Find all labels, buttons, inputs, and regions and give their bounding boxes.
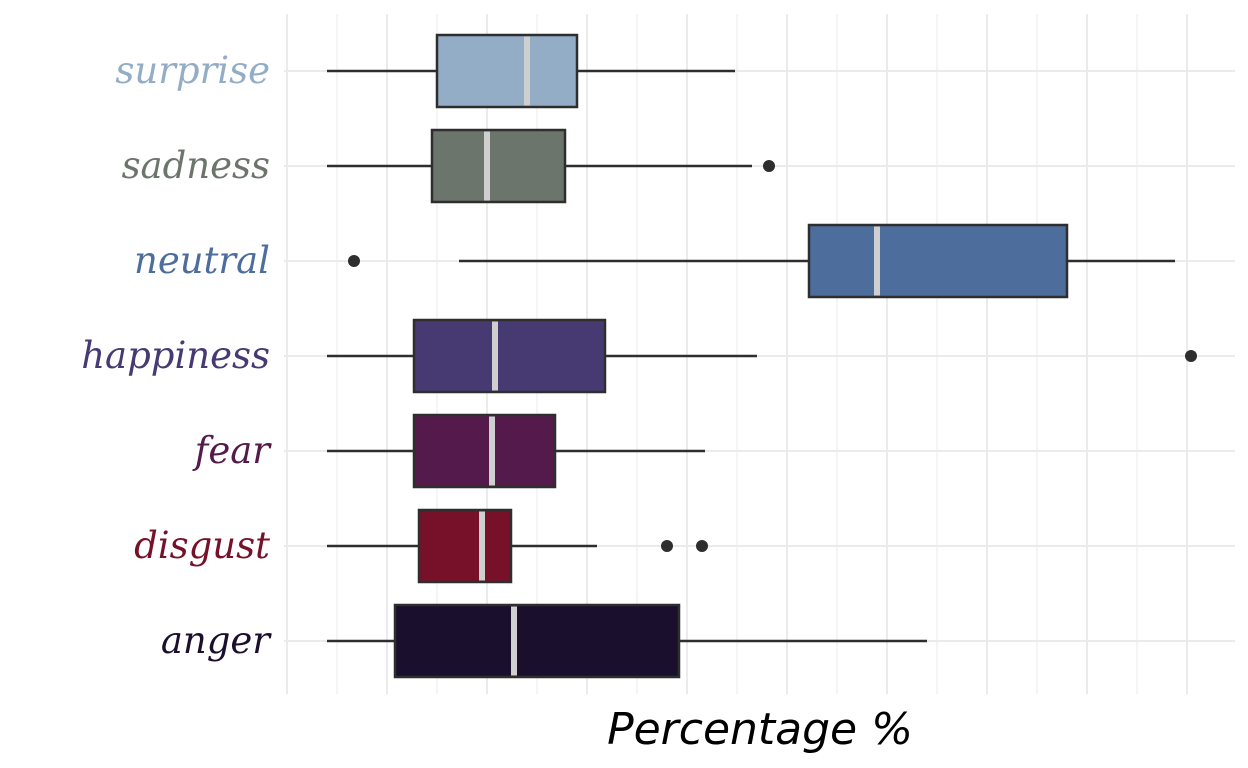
box-iqr	[412, 413, 557, 489]
box-anger	[327, 603, 927, 679]
category-label-anger: anger	[161, 619, 272, 662]
outlier-point	[348, 255, 360, 267]
median-line	[489, 416, 495, 486]
box-iqr	[435, 33, 579, 109]
median-line	[479, 511, 485, 581]
box-sadness	[327, 128, 775, 204]
median-line	[524, 36, 530, 106]
category-label-fear: fear	[192, 429, 273, 472]
category-label-disgust: disgust	[134, 524, 270, 567]
category-label-surprise: surprise	[115, 49, 270, 92]
category-label-neutral: neutral	[134, 239, 270, 282]
box-disgust	[327, 508, 708, 584]
median-line	[874, 226, 880, 296]
category-labels: surprise sadness neutral happiness fear disgu…	[81, 49, 272, 662]
outlier-point	[696, 540, 708, 552]
median-line	[484, 131, 490, 201]
x-axis-title: Percentage %	[607, 704, 913, 755]
category-label-sadness: sadness	[122, 144, 270, 187]
box-iqr	[393, 603, 681, 679]
box-iqr	[417, 508, 513, 584]
median-line	[511, 606, 517, 676]
median-line	[492, 321, 498, 391]
box-surprise	[327, 33, 735, 109]
box-iqr	[412, 318, 607, 394]
outlier-point	[763, 160, 775, 172]
box-fear	[327, 413, 705, 489]
box-series	[327, 33, 1197, 679]
category-label-happiness: happiness	[81, 334, 270, 377]
box-iqr	[430, 128, 567, 204]
outlier-point	[661, 540, 673, 552]
outlier-point	[1185, 350, 1197, 362]
box-iqr	[807, 223, 1069, 299]
box-neutral	[348, 223, 1175, 299]
box-happiness	[327, 318, 1197, 394]
